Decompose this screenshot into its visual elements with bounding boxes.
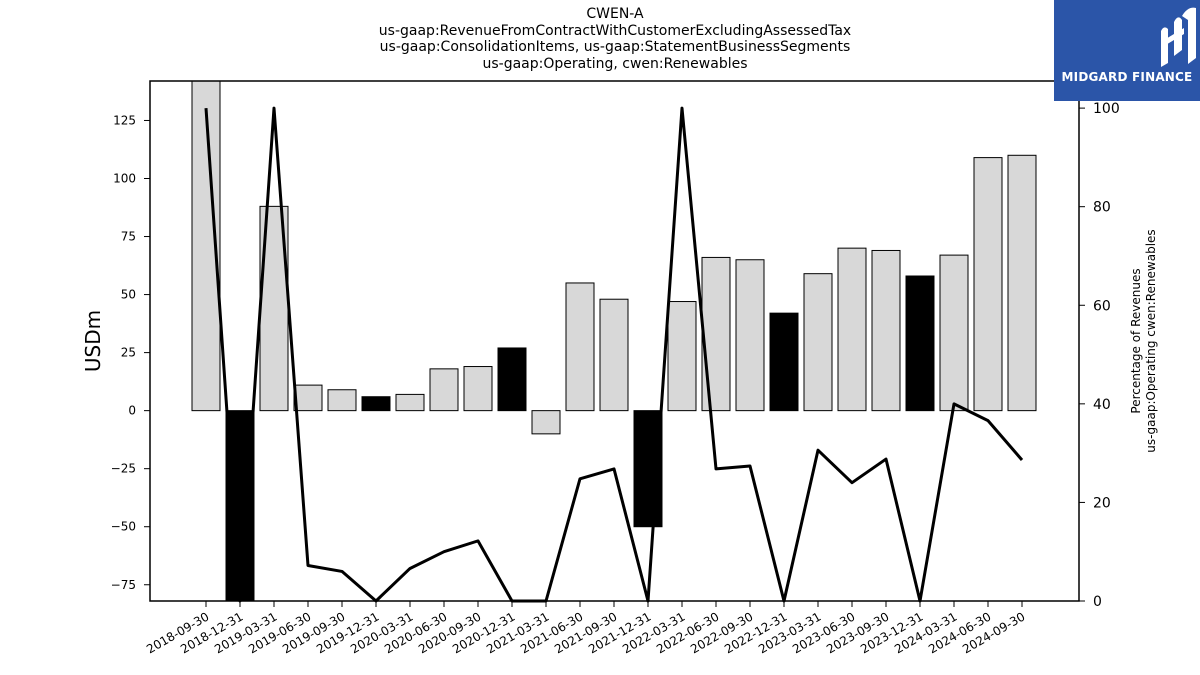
y-tick-label: −25 — [111, 462, 136, 476]
y2-axis-label-line-1: Percentage of Revenues — [1129, 268, 1143, 413]
bar-2024-06-30 — [973, 157, 1003, 412]
bar-2024-09-30 — [1007, 154, 1037, 412]
bar-2021-03-31 — [531, 410, 561, 435]
bar-2023-03-31 — [803, 273, 833, 412]
bar-2022-03-31 — [667, 301, 697, 412]
chart-subtitle-line-3: us-gaap:Operating, cwen:Renewables — [482, 55, 748, 72]
left-axis: −75 −50 −25 0 25 50 75 100 125 — [111, 113, 150, 592]
midgard-finance-logo: MIDGARD FINANCE — [1054, 0, 1200, 101]
y2-tick-label: 80 — [1093, 200, 1111, 216]
x-axis: 2018-09-302018-12-312019-03-312019-06-30… — [144, 601, 1028, 656]
bar-2021-12-31 — [633, 410, 663, 528]
bar-2021-09-30 — [599, 298, 629, 412]
chart-title-block: CWEN-A us-gaap:RevenueFromContractWithCu… — [0, 6, 1200, 72]
bar-2019-06-30 — [293, 384, 323, 412]
bar-2018-12-31 — [225, 410, 255, 602]
midgard-logo-icon — [1161, 7, 1196, 67]
y-tick-label: −75 — [111, 578, 136, 592]
bar-2022-12-31 — [769, 312, 799, 412]
bar-2023-12-31 — [905, 275, 935, 412]
chart-subtitle-line-2: us-gaap:ConsolidationItems, us-gaap:Stat… — [379, 39, 851, 55]
bar-2023-06-30 — [837, 247, 867, 412]
bar-2019-09-30 — [327, 389, 357, 412]
right-axis: 0 20 40 60 80 100 — [1079, 101, 1120, 610]
y-tick-label: 25 — [121, 346, 136, 360]
y-axis-label: USDm — [81, 310, 105, 372]
y-tick-label: −50 — [111, 520, 136, 534]
y2-tick-label: 40 — [1093, 397, 1111, 413]
bar-2020-09-30 — [463, 366, 493, 412]
bar-group — [191, 80, 1037, 602]
percentage-line — [204, 106, 1024, 603]
chart-subtitle-line-1: us-gaap:RevenueFromContractWithCustomerE… — [378, 22, 852, 39]
bar-2022-06-30 — [701, 256, 731, 412]
y2-tick-label: 20 — [1093, 495, 1111, 511]
bar-2019-12-31 — [361, 396, 391, 412]
y2-tick-label: 0 — [1093, 594, 1102, 610]
y-tick-label: 75 — [121, 230, 136, 244]
y2-tick-label: 100 — [1093, 101, 1120, 117]
y-tick-label: 0 — [128, 404, 136, 418]
logo-text: MIDGARD FINANCE — [1061, 70, 1193, 84]
y-tick-label: 100 — [113, 172, 136, 186]
line-group — [204, 106, 1024, 603]
y-tick-label: 125 — [113, 113, 136, 127]
bar-2020-12-31 — [497, 347, 527, 412]
chart-title: CWEN-A — [586, 6, 644, 22]
bar-2020-06-30 — [429, 368, 459, 412]
bar-2024-03-31 — [939, 254, 969, 412]
bar-2020-03-31 — [395, 393, 425, 412]
bar-2021-06-30 — [565, 282, 595, 412]
y-tick-label: 50 — [121, 288, 136, 302]
y2-axis-label-line-2: us-gaap:Operating cwen:Renewables — [1144, 229, 1158, 452]
bar-2023-09-30 — [871, 249, 901, 412]
y2-tick-label: 60 — [1093, 298, 1111, 314]
bar-2022-09-30 — [735, 259, 765, 412]
